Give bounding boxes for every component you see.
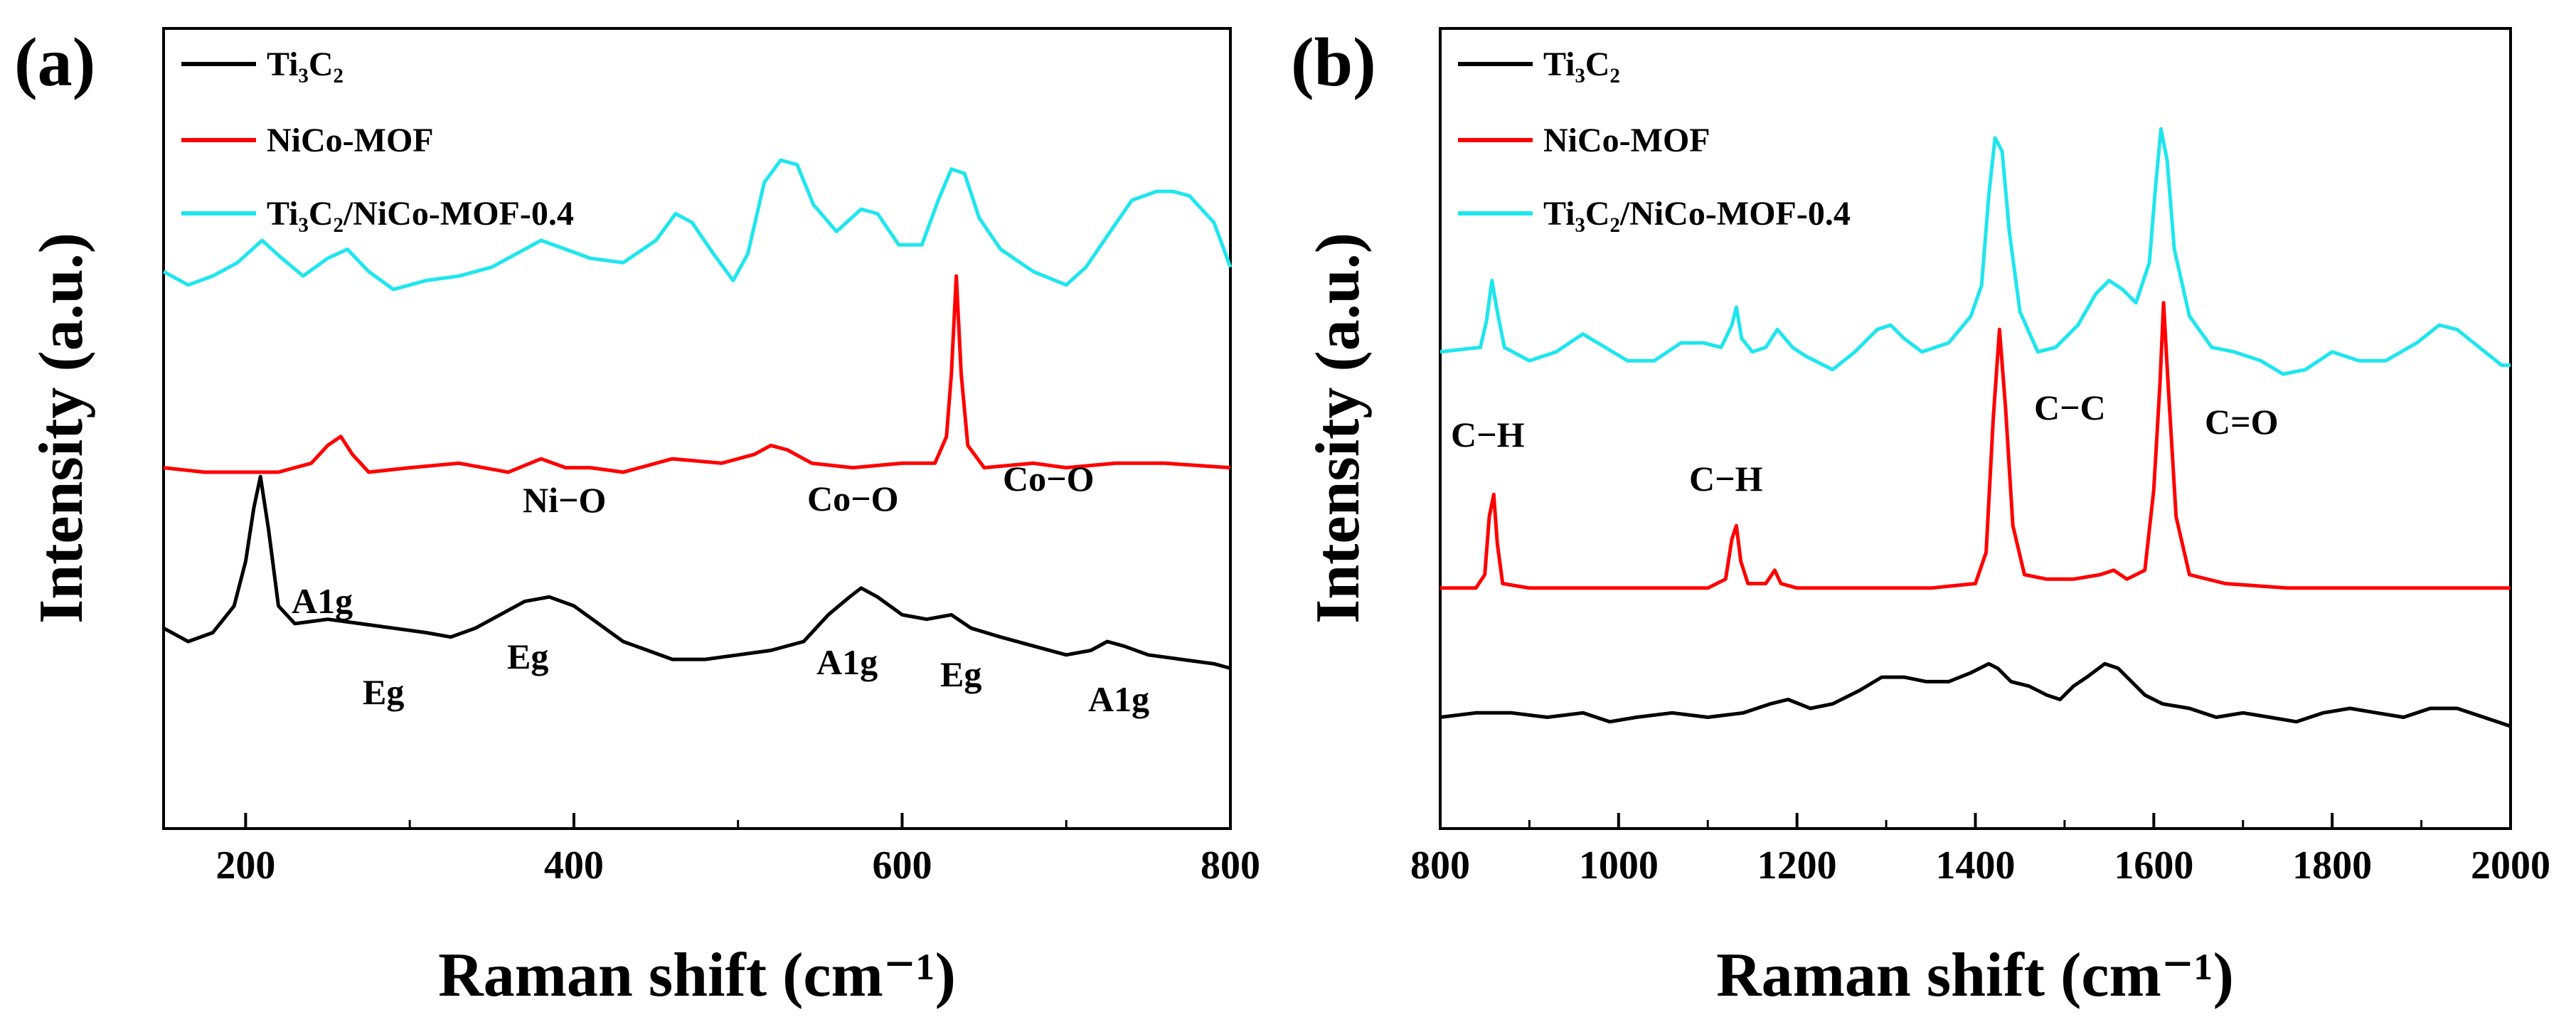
panel-a-legend-label-composite: Ti₃C₂/NiCo-MOF-0.4 <box>267 195 574 233</box>
panel-a-annotation-eg-630: Eg <box>940 654 981 694</box>
panel-a-plot-frame <box>162 27 1232 830</box>
panel-b-x-tick-label-800: 800 <box>1410 844 1470 888</box>
panel-b-legend-label-ti3c2: Ti₃C₂ <box>1543 46 1620 83</box>
panel-a-annotation-eg-375: Eg <box>507 637 548 676</box>
panel-a-legend: Ti₃C₂ NiCo-MOF Ti₃C₂/NiCo-MOF-0.4 <box>181 46 574 233</box>
panel-a-x-tick-label-800: 800 <box>1201 844 1260 888</box>
panel-b-annotation-c-o: C=O <box>2205 402 2279 442</box>
panel-a: (a) 200 400 600 800 Raman shift (cm⁻¹) Inte… <box>14 24 1260 1010</box>
panel-b-legend: Ti₃C₂ NiCo-MOF Ti₃C₂/NiCo-MOF-0.4 <box>1458 46 1851 233</box>
panel-b-x-tick-label-1400: 1400 <box>1936 844 2016 888</box>
panel-a-series-ti-c <box>162 474 1231 671</box>
panel-b-series-group <box>1439 127 2511 728</box>
panel-a-series-nico-mof <box>163 274 1231 474</box>
panel-a-annotation-a1g-575: A1g <box>816 642 878 682</box>
panel-a-annotation-a1g-208: A1g <box>292 581 353 621</box>
panel-a-x-tick-label-200: 200 <box>215 844 275 888</box>
panel-b-annotations: C−H C−H C−C C=O <box>1451 388 2279 499</box>
panel-a-annotation-co-o-520: Co−O <box>807 479 899 518</box>
panel-a-x-axis-title: Raman shift (cm⁻¹) <box>438 941 956 1010</box>
panel-a-annotation-a1g-725: A1g <box>1088 679 1149 719</box>
panel-b-annotation-c-c: C−C <box>2034 388 2106 427</box>
panel-b-x-tick-label-2000: 2000 <box>2471 844 2550 888</box>
panel-b-ticks: 800 1000 1200 1400 1600 1800 2000 <box>1410 813 2550 888</box>
panel-b-y-axis-title: Intensity (a.u.) <box>1304 233 1373 624</box>
panel-a-series-ti-c-nico-mof-0-4 <box>162 158 1233 292</box>
panel-b-legend-label-nico-mof: NiCo-MOF <box>1543 122 1710 159</box>
panel-b-x-tick-label-1600: 1600 <box>2114 844 2193 888</box>
panel-b-x-axis-title: Raman shift (cm⁻¹) <box>1716 941 2234 1010</box>
panel-b-series-ti-c-nico-mof-0-4 <box>1439 127 2511 376</box>
panel-a-x-tick-label-600: 600 <box>872 844 932 888</box>
panel-a-label: (a) <box>14 24 95 101</box>
panel-b: (b) 800 1000 1200 1400 1600 1800 2000 Raman sh… <box>1291 24 2550 1010</box>
panel-a-legend-label-nico-mof: NiCo-MOF <box>267 122 434 159</box>
panel-b-annotation-c-h-1130: C−H <box>1689 459 1763 499</box>
panel-a-x-tick-label-400: 400 <box>544 844 604 888</box>
panel-a-annotation-eg-275: Eg <box>363 672 404 712</box>
panel-a-series-group <box>162 158 1233 671</box>
panel-a-annotations: A1g Eg Eg Ni−O Co−O A1g Eg Co−O A1g <box>292 459 1149 719</box>
panel-a-annotation-ni-o: Ni−O <box>523 480 606 520</box>
panel-b-annotation-c-h-860: C−H <box>1451 415 1525 454</box>
panel-b-label: (b) <box>1291 24 1376 101</box>
panel-b-series-nico-mof <box>1440 301 2511 590</box>
panel-a-annotation-co-o-680: Co−O <box>1003 459 1095 499</box>
panel-b-legend-label-composite: Ti₃C₂/NiCo-MOF-0.4 <box>1543 195 1851 233</box>
panel-b-x-tick-label-1000: 1000 <box>1579 844 1659 888</box>
panel-a-legend-label-ti3c2: Ti₃C₂ <box>267 46 344 83</box>
panel-b-x-tick-label-1800: 1800 <box>2292 844 2372 888</box>
panel-a-ticks: 200 400 600 800 <box>215 813 1260 888</box>
panel-a-y-axis-title: Intensity (a.u.) <box>27 233 96 624</box>
panel-b-x-tick-label-1200: 1200 <box>1757 844 1837 888</box>
panel-b-series-ti-c <box>1439 661 2511 728</box>
